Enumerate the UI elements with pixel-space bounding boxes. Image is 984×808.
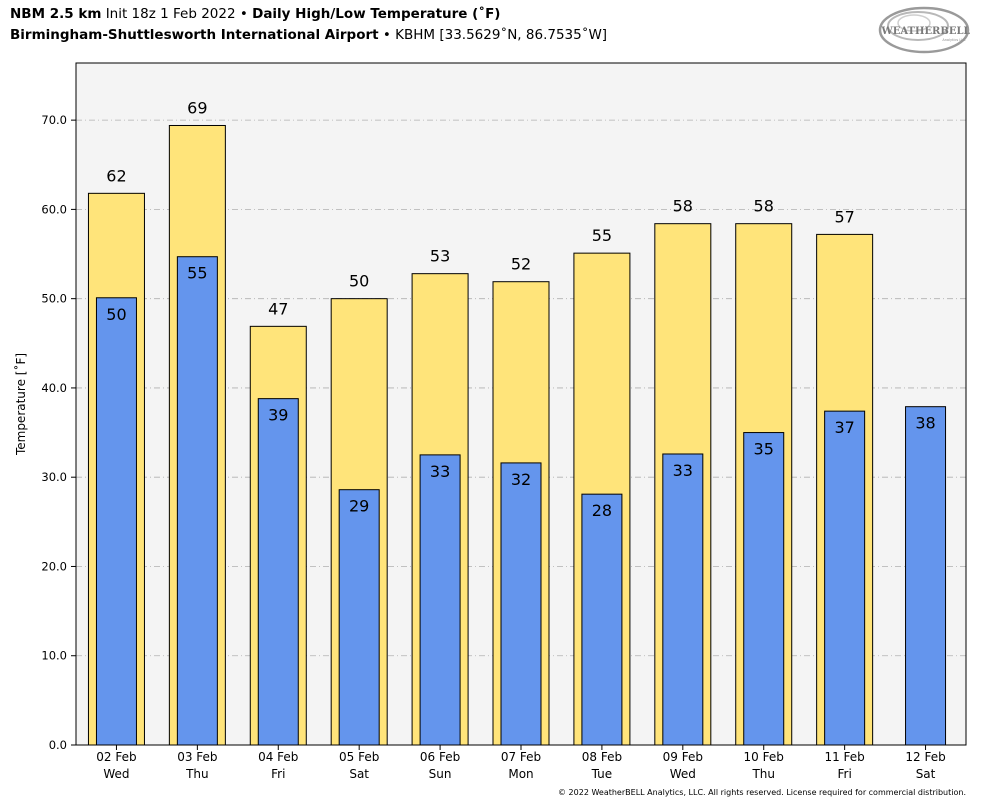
y-axis-label: Temperature [˚F] bbox=[13, 353, 28, 456]
high-temp-label: 58 bbox=[754, 197, 774, 216]
x-tick-label-date: 08 Feb bbox=[582, 750, 622, 764]
station-info: KBHM [33.5629˚N, 86.7535˚W] bbox=[395, 27, 608, 43]
x-tick-label-date: 02 Feb bbox=[96, 750, 136, 764]
x-tick-label-date: 11 Feb bbox=[824, 750, 864, 764]
low-temp-label: 35 bbox=[754, 440, 774, 459]
low-temp-label: 32 bbox=[511, 470, 531, 489]
high-temp-label: 52 bbox=[511, 255, 531, 274]
high-temp-label: 58 bbox=[673, 197, 693, 216]
init-time: Init 18z 1 Feb 2022 bbox=[105, 6, 236, 22]
y-tick-label: 40.0 bbox=[41, 381, 67, 395]
separator-bullet: • bbox=[382, 27, 391, 43]
x-tick-label-date: 09 Feb bbox=[663, 750, 703, 764]
low-temp-bar bbox=[176, 256, 218, 746]
low-temp-label: 33 bbox=[430, 462, 450, 481]
x-tick-label-date: 06 Feb bbox=[420, 750, 460, 764]
low-temp-label: 33 bbox=[673, 461, 693, 480]
x-tick-label-day: Thu bbox=[751, 767, 775, 781]
high-temp-label: 62 bbox=[106, 166, 126, 185]
model-name: NBM 2.5 km bbox=[10, 6, 102, 22]
product-name: Daily High/Low Temperature (˚F) bbox=[252, 6, 501, 22]
x-axis: 02 Feb Wed 03 Feb Thu 04 Feb Fri 05 Feb Sat 06 F… bbox=[96, 745, 946, 781]
x-tick-label-day: Tue bbox=[591, 767, 613, 781]
y-tick-label: 20.0 bbox=[41, 559, 67, 573]
low-temp-bar bbox=[95, 297, 137, 746]
low-temp-label: 37 bbox=[834, 418, 854, 437]
x-tick-label-date: 07 Feb bbox=[501, 750, 541, 764]
high-temp-label: 55 bbox=[592, 226, 612, 245]
low-temp-label: 29 bbox=[349, 497, 369, 516]
y-tick-label: 50.0 bbox=[41, 292, 67, 306]
high-temp-label: 50 bbox=[349, 272, 369, 291]
x-tick-label-day: Mon bbox=[508, 767, 533, 781]
x-tick-label-date: 03 Feb bbox=[177, 750, 217, 764]
y-tick-label: 0.0 bbox=[49, 738, 67, 752]
high-temp-label: 53 bbox=[430, 247, 450, 266]
low-temp-label: 28 bbox=[592, 501, 612, 520]
low-temp-bar bbox=[905, 406, 947, 746]
low-temp-bar bbox=[662, 453, 704, 746]
low-temp-bar bbox=[257, 398, 299, 746]
station-name: Birmingham-Shuttlesworth International A… bbox=[10, 27, 379, 43]
separator-bullet: • bbox=[239, 6, 248, 22]
x-tick-label-day: Thu bbox=[185, 767, 209, 781]
weatherbell-logo: WEATHERBELL Analytics LLC bbox=[878, 6, 970, 54]
copyright-notice: © 2022 WeatherBELL Analytics, LLC. All r… bbox=[558, 788, 966, 797]
y-axis: 0.0 10.0 20.0 30.0 40.0 50.0 60.0 70.0 bbox=[41, 113, 76, 752]
logo-subtext: Analytics LLC bbox=[942, 38, 966, 42]
logo-swirl-inner bbox=[897, 14, 931, 32]
x-tick-label-date: 10 Feb bbox=[744, 750, 784, 764]
low-temp-bar bbox=[338, 489, 380, 746]
x-tick-label-date: 05 Feb bbox=[339, 750, 379, 764]
y-tick-label: 60.0 bbox=[41, 202, 67, 216]
y-tick-label: 70.0 bbox=[41, 113, 67, 127]
y-tick-label: 10.0 bbox=[41, 649, 67, 663]
low-temp-bar bbox=[743, 432, 785, 746]
high-temp-label: 69 bbox=[187, 98, 207, 117]
low-temp-bar bbox=[500, 462, 542, 746]
chart-title-line2: Birmingham-Shuttlesworth International A… bbox=[10, 27, 607, 43]
logo-swirl-mid bbox=[887, 11, 949, 41]
low-temp-bar bbox=[824, 410, 866, 746]
high-temp-label: 47 bbox=[268, 299, 288, 318]
low-temp-bar bbox=[419, 454, 461, 746]
x-tick-label-day: Sat bbox=[349, 767, 369, 781]
low-temp-label: 50 bbox=[106, 305, 126, 324]
x-tick-label-day: Wed bbox=[103, 767, 129, 781]
x-tick-label-day: Fri bbox=[837, 767, 851, 781]
x-tick-label-date: 12 Feb bbox=[905, 750, 945, 764]
x-tick-label-day: Wed bbox=[670, 767, 696, 781]
low-temp-label: 55 bbox=[187, 264, 207, 283]
chart-title-line1: NBM 2.5 km Init 18z 1 Feb 2022 • Daily H… bbox=[10, 6, 500, 22]
x-tick-label-day: Fri bbox=[271, 767, 285, 781]
logo-swirl-outer bbox=[878, 6, 970, 54]
logo-text: WEATHERBELL bbox=[880, 26, 970, 37]
x-tick-label-date: 04 Feb bbox=[258, 750, 298, 764]
low-temp-bar bbox=[581, 493, 623, 746]
x-tick-label-day: Sat bbox=[916, 767, 936, 781]
x-tick-label-day: Sun bbox=[429, 767, 452, 781]
low-temp-label: 38 bbox=[915, 414, 935, 433]
high-temp-label: 57 bbox=[834, 207, 854, 226]
y-tick-label: 30.0 bbox=[41, 470, 67, 484]
low-temp-label: 39 bbox=[268, 406, 288, 425]
bars: 62 50 69 55 47 39 50 29 53 33 52 32 55 28 58 33 58 35 57 37… bbox=[87, 98, 947, 746]
